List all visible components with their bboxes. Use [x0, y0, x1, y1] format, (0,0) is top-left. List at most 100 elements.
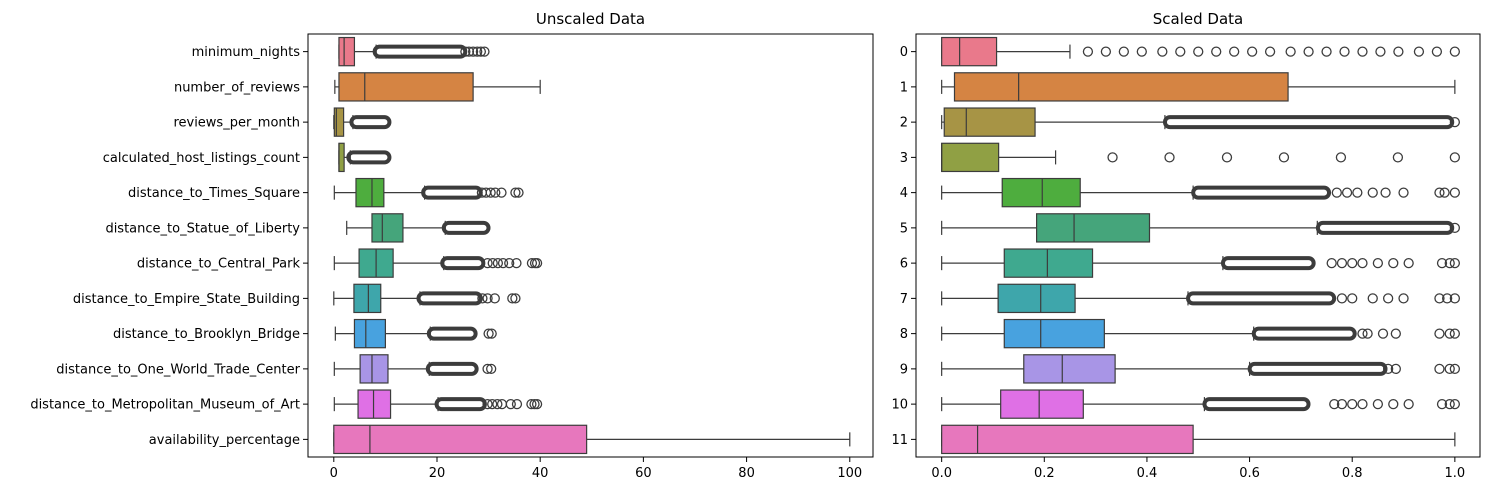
box-group-3	[941, 142, 1461, 173]
flier-point	[1413, 46, 1425, 57]
flier-point	[482, 398, 493, 410]
y-tick-label: 9	[900, 362, 908, 377]
flier-point	[1436, 257, 1448, 269]
box-group-7	[941, 283, 1461, 314]
y-tick-label: availability_percentage	[149, 433, 300, 448]
flier-point	[1331, 187, 1342, 198]
box	[953, 72, 1289, 102]
flier-point	[1388, 398, 1399, 410]
flier-point	[1326, 257, 1337, 269]
flier-point	[1388, 257, 1399, 269]
flier-point	[1136, 46, 1147, 57]
flier-point	[1336, 398, 1348, 410]
box-group-number_of_reviews	[334, 72, 541, 102]
flier-point	[505, 398, 516, 410]
box-group-5	[941, 213, 1461, 243]
box	[359, 354, 389, 384]
box	[941, 36, 998, 67]
plot-frame	[307, 33, 874, 458]
flier-point	[1372, 257, 1384, 269]
flier-cluster	[1251, 326, 1357, 341]
flier-point	[1398, 187, 1409, 198]
x-tick-label: 20	[429, 466, 446, 481]
flier-point	[496, 187, 507, 198]
flier-point	[1278, 152, 1290, 163]
y-tick-label: number_of_reviews	[174, 80, 300, 95]
flier-point	[1449, 46, 1461, 57]
flier-point	[1382, 363, 1394, 375]
x-tick-label: 0.0	[931, 466, 952, 481]
flier-point	[511, 398, 523, 410]
flier-point	[1390, 328, 1401, 339]
box-group-1	[941, 72, 1456, 102]
box	[338, 36, 356, 67]
flier-point	[482, 363, 493, 375]
flier-cluster	[416, 291, 483, 306]
flier-point	[529, 398, 540, 410]
flier-point	[1357, 46, 1368, 57]
flier-point	[1347, 257, 1358, 269]
flier-point	[1403, 398, 1414, 410]
flier-point	[486, 328, 497, 339]
box-group-minimum_nights	[338, 36, 490, 67]
box-group-reviews_per_month	[333, 107, 392, 137]
y-tick-label: 11	[891, 433, 908, 448]
flier-point	[1377, 328, 1389, 339]
flier-point	[1449, 222, 1461, 234]
box-group-calculated_host_listings_count	[338, 142, 392, 173]
flier-point	[1375, 46, 1386, 57]
flier-point	[1442, 293, 1453, 304]
flier-point	[492, 398, 503, 410]
flier-point	[531, 257, 543, 269]
flier-point	[510, 187, 521, 198]
flier-point	[1403, 257, 1414, 269]
y-tick-label: 1	[900, 80, 908, 95]
flier-point	[1434, 328, 1445, 339]
box-group-6	[941, 248, 1461, 278]
flier-point	[467, 46, 479, 57]
flier-point	[507, 293, 518, 304]
flier-point	[1434, 363, 1445, 375]
plot-frame	[915, 33, 1481, 458]
flier-point	[1449, 257, 1461, 269]
box-group-8	[941, 318, 1461, 349]
x-tick-label: 1.0	[1445, 466, 1466, 481]
box	[1000, 389, 1084, 419]
flier-point	[479, 46, 490, 57]
flier-point	[490, 187, 501, 198]
box	[1001, 177, 1081, 208]
y-tick-label: 10	[891, 398, 908, 413]
flier-point	[486, 363, 497, 375]
y-tick-label: 8	[900, 327, 908, 342]
flier-point	[1082, 46, 1094, 57]
box	[333, 107, 345, 137]
flier-point	[1449, 152, 1461, 163]
box-group-10	[941, 389, 1461, 419]
box	[338, 72, 474, 102]
flier-cluster	[1202, 397, 1311, 412]
flier-cluster	[1191, 185, 1332, 200]
box-group-distance_to_Statue_of_Liberty	[346, 213, 491, 243]
box-group-11	[941, 424, 1456, 455]
flier-point	[1357, 257, 1368, 269]
box-group-distance_to_Empire_State_Building	[333, 283, 521, 314]
flier-point	[504, 257, 515, 269]
y-tick-label: 4	[900, 186, 908, 201]
y-tick-label: distance_to_Metropolitan_Museum_of_Art	[30, 398, 300, 413]
y-tick-label: 6	[900, 257, 908, 272]
box	[353, 283, 382, 314]
y-tick-label: distance_to_One_World_Trade_Center	[56, 362, 300, 377]
flier-point	[1118, 46, 1129, 57]
flier-point	[1449, 363, 1461, 375]
chart-title: Scaled Data	[1153, 10, 1243, 28]
flier-point	[1398, 293, 1409, 304]
flier-point	[487, 398, 498, 410]
flier-cluster	[1247, 361, 1388, 376]
y-tick-label: 3	[900, 151, 908, 166]
flier-cluster	[426, 326, 478, 341]
flier-point	[1439, 187, 1450, 198]
box	[1036, 213, 1151, 243]
flier-point	[1390, 363, 1401, 375]
flier-point	[489, 293, 500, 304]
